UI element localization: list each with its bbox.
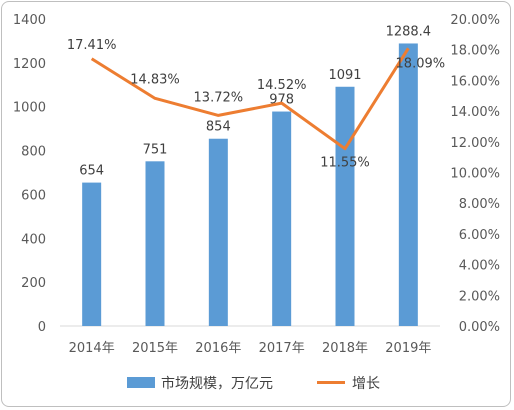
- right-tick-label: 4.00%: [459, 259, 500, 274]
- legend: 市场规模，万亿元 增长: [127, 375, 380, 392]
- bar-data-label: 1091: [328, 68, 361, 83]
- right-y-axis: 0.00% 2.00% 4.00% 6.00% 8.00% 10.00% 12.00% 14.…: [450, 13, 500, 335]
- right-tick-label: 0.00%: [459, 320, 500, 335]
- right-tick-label: 18.00%: [450, 44, 500, 59]
- x-tick-label: 2017年: [259, 341, 305, 356]
- legend-swatch-bar: [127, 377, 155, 388]
- x-axis: 2014年 2015年 2016年 2017年 2018年 2019年: [60, 325, 440, 356]
- left-tick-label: 600: [21, 188, 46, 203]
- line-data-label: 18.09%: [396, 56, 446, 71]
- line-data-label: 11.55%: [320, 156, 370, 171]
- legend-label-line: 增长: [352, 376, 380, 392]
- line-data-labels: 17.41% 14.83% 13.72% 14.52% 11.55% 18.09%: [67, 38, 445, 171]
- x-tick-label: 2016年: [195, 341, 241, 356]
- right-tick-label: 12.00%: [450, 136, 500, 151]
- line-path: [90, 47, 410, 151]
- left-tick-label: 800: [21, 145, 46, 160]
- right-tick-label: 10.00%: [450, 167, 500, 182]
- line-data-label: 17.41%: [67, 38, 117, 53]
- right-tick-label: 8.00%: [459, 197, 500, 212]
- bar-data-label: 654: [79, 164, 104, 179]
- x-tick-label: 2018年: [322, 341, 368, 356]
- left-tick-label: 400: [21, 232, 46, 247]
- right-tick-label: 16.00%: [450, 74, 500, 89]
- bar: [208, 138, 228, 326]
- bar-data-label: 854: [206, 120, 231, 135]
- line-data-label: 14.52%: [257, 78, 307, 93]
- right-tick-label: 20.00%: [450, 13, 500, 28]
- line-data-label: 14.83%: [130, 72, 180, 87]
- bar: [335, 86, 355, 327]
- bar: [272, 111, 292, 326]
- right-tick-label: 2.00%: [459, 289, 500, 304]
- bar: [398, 43, 418, 326]
- legend-label-bar: 市场规模，万亿元: [161, 375, 273, 392]
- bar: [82, 182, 102, 326]
- right-tick-label: 14.00%: [450, 105, 500, 120]
- line-series: [90, 47, 410, 151]
- right-tick-label: 6.00%: [459, 228, 500, 243]
- left-tick-label: 0: [38, 320, 46, 335]
- bar-data-label: 1288.4: [386, 24, 432, 39]
- x-tick-label: 2015年: [132, 341, 178, 356]
- left-tick-label: 200: [21, 276, 46, 291]
- line-data-label: 13.72%: [194, 90, 244, 105]
- x-tick-label: 2014年: [69, 341, 115, 356]
- bar: [145, 161, 165, 326]
- left-tick-label: 1200: [13, 57, 46, 72]
- left-y-axis: 0 200 400 600 800 1000 1200 1400: [13, 13, 46, 335]
- x-tick-label: 2019年: [385, 341, 431, 356]
- left-tick-label: 1000: [13, 101, 46, 116]
- bar-data-label: 751: [143, 142, 168, 157]
- left-tick-label: 1400: [13, 13, 46, 28]
